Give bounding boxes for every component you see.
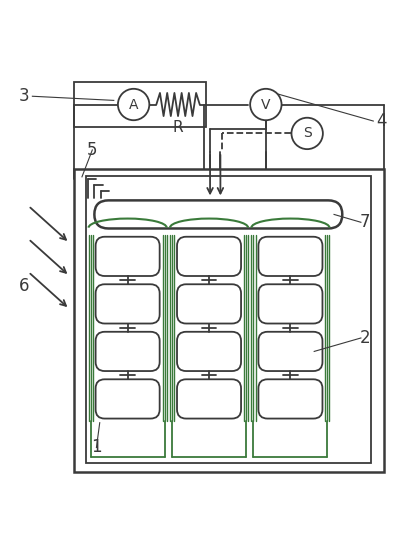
Text: 2: 2 bbox=[360, 329, 370, 347]
FancyBboxPatch shape bbox=[177, 379, 241, 418]
Circle shape bbox=[292, 118, 323, 149]
FancyBboxPatch shape bbox=[258, 237, 322, 276]
Text: 7: 7 bbox=[360, 213, 370, 231]
Text: S: S bbox=[303, 126, 312, 140]
Text: R: R bbox=[173, 120, 183, 135]
Circle shape bbox=[250, 89, 282, 120]
FancyBboxPatch shape bbox=[96, 237, 160, 276]
Text: V: V bbox=[261, 98, 270, 112]
FancyBboxPatch shape bbox=[258, 379, 322, 418]
FancyBboxPatch shape bbox=[96, 284, 160, 323]
FancyBboxPatch shape bbox=[177, 332, 241, 371]
Text: 6: 6 bbox=[19, 277, 30, 295]
Circle shape bbox=[118, 89, 149, 120]
FancyBboxPatch shape bbox=[96, 379, 160, 418]
Text: A: A bbox=[129, 98, 139, 112]
FancyBboxPatch shape bbox=[258, 332, 322, 371]
Text: 1: 1 bbox=[91, 438, 102, 457]
Bar bbox=[74, 168, 384, 473]
FancyBboxPatch shape bbox=[177, 237, 241, 276]
Text: 3: 3 bbox=[19, 87, 30, 105]
FancyBboxPatch shape bbox=[177, 284, 241, 323]
Text: 4: 4 bbox=[376, 112, 387, 130]
Text: 5: 5 bbox=[87, 141, 97, 159]
Bar bbox=[74, 82, 206, 128]
FancyBboxPatch shape bbox=[94, 200, 342, 229]
FancyBboxPatch shape bbox=[258, 284, 322, 323]
FancyBboxPatch shape bbox=[96, 332, 160, 371]
Bar bbox=[86, 176, 371, 463]
